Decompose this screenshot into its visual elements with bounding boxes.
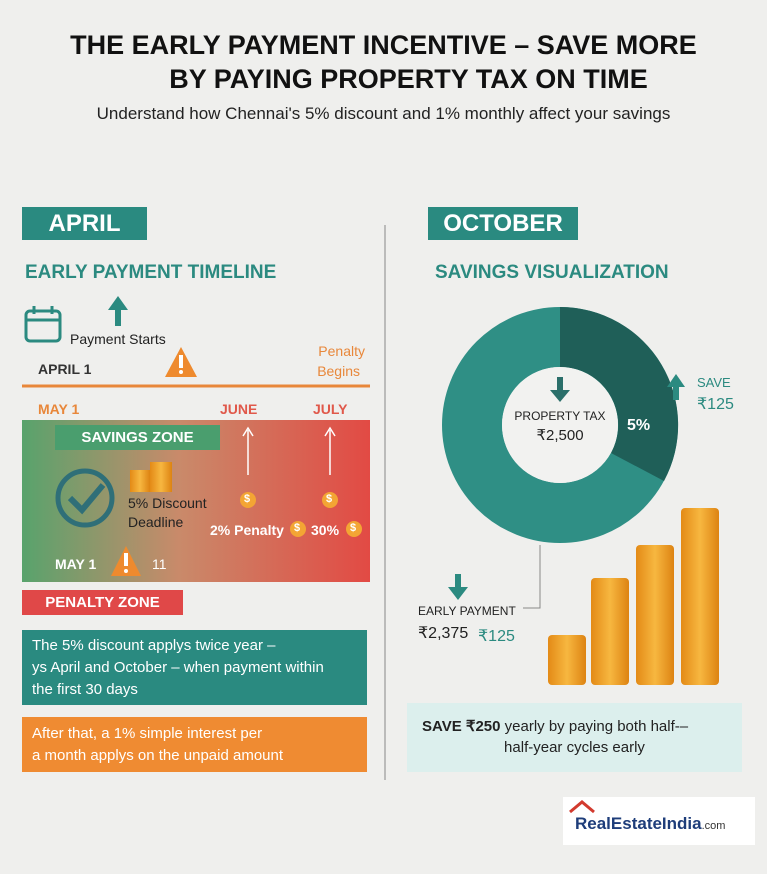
badge-bg: [428, 207, 578, 240]
subtitle: Understand how Chennai's 5% discount and…: [96, 104, 671, 123]
up-arrow: [667, 374, 685, 400]
logo-bg: [563, 797, 755, 845]
label: MAY 1: [55, 556, 97, 572]
donut-label: PROPERTY TAX: [514, 409, 606, 423]
logo-brand: RealEstateIndia: [575, 814, 702, 833]
month: JUNE: [220, 401, 258, 417]
badge: OCTOBER: [443, 210, 563, 237]
note-line: After that, a 1% simple interest per: [32, 725, 263, 742]
heading: SAVINGS VISUALIZATION: [435, 262, 669, 283]
label: 2% Penalty: [210, 522, 284, 538]
note-line: a month applys on the unpaid amount: [32, 747, 284, 764]
note-2-bg: [22, 717, 367, 772]
coin-symbol: $: [294, 522, 301, 534]
coin-symbol: $: [350, 522, 357, 534]
label: SAVE: [697, 375, 731, 390]
title: BY PAYING PROPERTY TAX ON TIME: [169, 64, 648, 94]
label: Payment Starts: [70, 331, 166, 347]
penalty-arrows: [242, 426, 336, 475]
summary-bg: [407, 703, 742, 772]
label: Penalty: [318, 343, 365, 359]
warning-icon-2: [111, 546, 141, 576]
donut-value: ₹2,500: [536, 427, 584, 444]
label: APRIL 1: [38, 361, 92, 377]
note-1-bg: [22, 630, 367, 705]
badge-bg: [22, 207, 147, 240]
logo-suffix: .com: [701, 820, 726, 832]
month: JULY: [313, 401, 348, 417]
coin-stacks: [548, 508, 719, 685]
savings-zone-bg: [55, 425, 220, 450]
coin-stack-small: [130, 462, 172, 492]
connector: [523, 545, 541, 609]
label: Deadline: [128, 514, 184, 530]
donut-decoration: [442, 306, 679, 543]
label: PENALTY ZONE: [45, 594, 160, 611]
check-icon: [55, 468, 115, 528]
coin-icons: [240, 492, 362, 537]
value: ₹125: [478, 628, 515, 645]
summary-text: half-year cycles early: [504, 739, 645, 756]
label: Begins: [317, 363, 360, 379]
warning-icon: [165, 347, 197, 377]
up-arrow: [108, 296, 128, 326]
label: EARLY PAYMENT: [418, 604, 516, 618]
coin-symbol: $: [244, 493, 251, 505]
summary-text: yearly by paying both half-–: [504, 718, 689, 735]
title: THE EARLY PAYMENT INCENTIVE – SAVE MORE: [70, 30, 697, 60]
note-line: The 5% discount applys twice year –: [32, 637, 276, 654]
down-arrow: [448, 574, 468, 600]
label: 11: [152, 556, 167, 572]
badge: APRIL: [48, 210, 121, 237]
note-line: ys April and October – when payment with…: [32, 659, 324, 676]
calendar-icon: [24, 306, 62, 343]
label: 30%: [311, 522, 340, 538]
heading: EARLY PAYMENT TIMELINE: [25, 262, 277, 283]
label: SAVINGS ZONE: [81, 429, 194, 446]
label: 5% Discount: [128, 495, 207, 511]
slice-label: 5%: [627, 417, 651, 434]
logo-roof: [569, 800, 595, 814]
note-line: the first 30 days: [32, 681, 138, 698]
month: MAY 1: [38, 401, 80, 417]
coin-symbol: $: [326, 493, 333, 505]
summary-bold: SAVE ₹250: [422, 718, 501, 735]
value: ₹125: [697, 396, 734, 413]
down-arrow: [550, 377, 570, 402]
penalty-zone-bg: [22, 590, 183, 615]
value: ₹2,375: [418, 625, 469, 642]
